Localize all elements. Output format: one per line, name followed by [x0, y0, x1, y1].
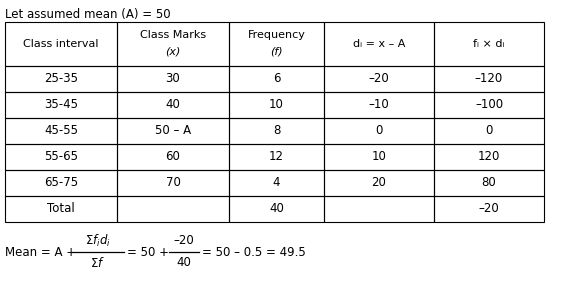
Bar: [434, 92, 544, 118]
Text: 45-55: 45-55: [44, 124, 78, 137]
Text: 40: 40: [166, 99, 180, 111]
Bar: [229, 92, 324, 118]
Bar: [229, 22, 324, 66]
Text: Class Marks: Class Marks: [140, 30, 206, 40]
Text: Class interval: Class interval: [23, 39, 99, 49]
Text: 40: 40: [176, 256, 191, 269]
Bar: [434, 66, 544, 92]
Bar: [229, 170, 324, 196]
Text: Frequency: Frequency: [248, 30, 305, 40]
Text: Total: Total: [47, 202, 75, 215]
Bar: [324, 92, 434, 118]
Bar: [324, 118, 434, 144]
Text: 6: 6: [273, 72, 280, 86]
Bar: [324, 144, 434, 170]
Bar: [117, 22, 229, 66]
Text: 80: 80: [482, 177, 496, 189]
Bar: [324, 196, 434, 222]
Bar: [434, 22, 544, 66]
Text: 35-45: 35-45: [44, 99, 78, 111]
Text: = 50 +: = 50 +: [127, 246, 172, 258]
Text: Let assumed mean (A) = 50: Let assumed mean (A) = 50: [5, 8, 171, 21]
Bar: [117, 92, 229, 118]
Text: dᵢ = x – A: dᵢ = x – A: [353, 39, 405, 49]
Text: 30: 30: [166, 72, 180, 86]
Bar: [117, 118, 229, 144]
Text: 10: 10: [371, 151, 386, 164]
Bar: [5, 196, 117, 222]
Bar: [229, 66, 324, 92]
Bar: [324, 170, 434, 196]
Bar: [117, 170, 229, 196]
Text: $\Sigma f$: $\Sigma f$: [91, 256, 105, 270]
Text: –100: –100: [475, 99, 503, 111]
Text: 25-35: 25-35: [44, 72, 78, 86]
Text: Mean = A +: Mean = A +: [5, 246, 80, 258]
Bar: [5, 118, 117, 144]
Text: 20: 20: [371, 177, 386, 189]
Bar: [324, 66, 434, 92]
Bar: [324, 22, 434, 66]
Bar: [434, 118, 544, 144]
Bar: [229, 144, 324, 170]
Text: = 50 – 0.5 = 49.5: = 50 – 0.5 = 49.5: [202, 246, 306, 258]
Text: 10: 10: [269, 99, 284, 111]
Bar: [434, 196, 544, 222]
Text: (f): (f): [270, 47, 283, 57]
Bar: [5, 144, 117, 170]
Bar: [5, 92, 117, 118]
Text: –20: –20: [174, 235, 194, 247]
Text: 65-75: 65-75: [44, 177, 78, 189]
Text: –120: –120: [475, 72, 503, 86]
Text: 55-65: 55-65: [44, 151, 78, 164]
Bar: [5, 66, 117, 92]
Text: 70: 70: [166, 177, 180, 189]
Bar: [5, 170, 117, 196]
Text: –10: –10: [368, 99, 390, 111]
Bar: [5, 22, 117, 66]
Text: 0: 0: [375, 124, 383, 137]
Bar: [117, 144, 229, 170]
Bar: [229, 118, 324, 144]
Text: 50 – A: 50 – A: [155, 124, 191, 137]
Text: fᵢ × dᵢ: fᵢ × dᵢ: [473, 39, 505, 49]
Bar: [434, 170, 544, 196]
Text: 60: 60: [166, 151, 180, 164]
Text: 40: 40: [269, 202, 284, 215]
Text: $\Sigma f_i d_i$: $\Sigma f_i d_i$: [85, 233, 111, 249]
Text: 8: 8: [273, 124, 280, 137]
Text: –20: –20: [478, 202, 500, 215]
Text: 4: 4: [273, 177, 280, 189]
Bar: [434, 144, 544, 170]
Text: 12: 12: [269, 151, 284, 164]
Text: 0: 0: [485, 124, 493, 137]
Text: (x): (x): [166, 47, 180, 57]
Bar: [229, 196, 324, 222]
Text: –20: –20: [368, 72, 390, 86]
Bar: [117, 66, 229, 92]
Bar: [117, 196, 229, 222]
Text: 120: 120: [478, 151, 500, 164]
